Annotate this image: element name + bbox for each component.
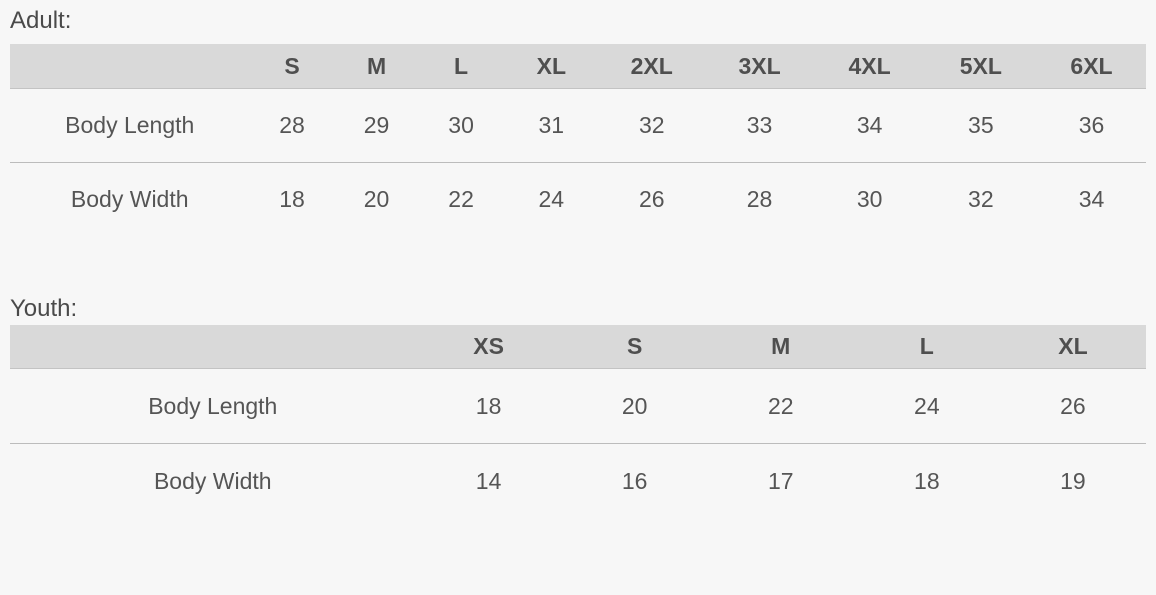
row-label-cell: Body Width bbox=[10, 162, 250, 236]
size-value-cell: 17 bbox=[707, 443, 854, 518]
size-column-header: M bbox=[707, 325, 854, 369]
size-column-header: XL bbox=[503, 44, 599, 89]
size-column-header: 6XL bbox=[1037, 44, 1146, 89]
row-label-cell: Body Length bbox=[148, 392, 278, 419]
size-value-cell: 32 bbox=[638, 112, 665, 138]
size-value-cell: 30 bbox=[814, 162, 925, 236]
size-value-cell: 20 bbox=[334, 162, 419, 236]
size-value-cell: 22 bbox=[767, 392, 794, 419]
header-corner-cell bbox=[10, 44, 250, 89]
size-column-header: 3XL bbox=[704, 44, 815, 89]
size-value-cell: 35 bbox=[968, 112, 994, 138]
size-column-header: XS bbox=[415, 325, 562, 369]
size-header-row: S M L XL 2XL 3XL 4XL 5XL 6XL bbox=[10, 44, 1146, 89]
size-column-header: 2XL bbox=[598, 44, 705, 89]
size-value-cell: 16 bbox=[561, 443, 708, 518]
size-value-cell: 34 bbox=[856, 112, 883, 138]
size-value-cell: 26 bbox=[1060, 392, 1086, 419]
size-value-cell: 26 bbox=[598, 162, 705, 236]
size-value-cell: 24 bbox=[503, 162, 599, 236]
size-value-cell: 20 bbox=[621, 392, 648, 419]
size-value-cell: 28 bbox=[704, 162, 815, 236]
youth-size-table: XS S M L XL Body Length 18 20 22 24 26 Body Width 14… bbox=[10, 325, 1146, 518]
size-value-cell: 18 bbox=[475, 392, 502, 419]
measurement-row: Body Width 14 16 17 18 19 bbox=[10, 443, 1146, 518]
size-value-cell: 28 bbox=[279, 112, 305, 138]
size-value-cell: 22 bbox=[418, 162, 504, 236]
size-value-cell: 34 bbox=[1037, 162, 1146, 236]
size-value-cell: 18 bbox=[853, 443, 1000, 518]
header-corner-cell bbox=[10, 325, 416, 369]
size-column-header: S bbox=[249, 44, 335, 89]
size-value-cell: 33 bbox=[746, 112, 773, 138]
youth-section-label: Youth: bbox=[10, 295, 78, 322]
size-header-row: XS S M L XL bbox=[10, 325, 1146, 369]
size-column-header: 5XL bbox=[924, 44, 1037, 89]
adult-size-section: Adult: S M L XL 2XL 3XL 4XL 5XL 6XL Body Length 28… bbox=[10, 6, 1146, 236]
size-column-header: XL bbox=[999, 325, 1146, 369]
adult-size-table: S M L XL 2XL 3XL 4XL 5XL 6XL Body Length 28 29 30 31 3… bbox=[10, 44, 1146, 236]
size-value-cell: 36 bbox=[1078, 112, 1105, 138]
adult-section-label: Adult: bbox=[10, 7, 72, 34]
size-value-cell: 30 bbox=[448, 112, 474, 138]
youth-size-section: Youth: XS S M L XL Body Length 18 20 22 24 26 Body … bbox=[10, 294, 1146, 518]
size-column-header: L bbox=[853, 325, 1000, 369]
size-value-cell: 29 bbox=[363, 112, 390, 138]
measurement-row: Body Length 18 20 22 24 26 bbox=[10, 369, 1146, 444]
size-column-header: L bbox=[418, 44, 504, 89]
size-value-cell: 24 bbox=[914, 392, 940, 419]
measurement-row: Body Length 28 29 30 31 32 33 34 35 36 bbox=[10, 89, 1146, 163]
size-value-cell: 18 bbox=[249, 162, 335, 236]
size-value-cell: 14 bbox=[415, 443, 562, 518]
size-column-header: S bbox=[561, 325, 708, 369]
row-label-cell: Body Width bbox=[10, 443, 416, 518]
size-value-cell: 31 bbox=[538, 112, 565, 138]
size-column-header: 4XL bbox=[814, 44, 925, 89]
size-value-cell: 32 bbox=[924, 162, 1037, 236]
measurement-row: Body Width 18 20 22 24 26 28 30 32 34 bbox=[10, 162, 1146, 236]
row-label-cell: Body Length bbox=[65, 112, 195, 138]
size-value-cell: 19 bbox=[999, 443, 1146, 518]
size-column-header: M bbox=[334, 44, 419, 89]
